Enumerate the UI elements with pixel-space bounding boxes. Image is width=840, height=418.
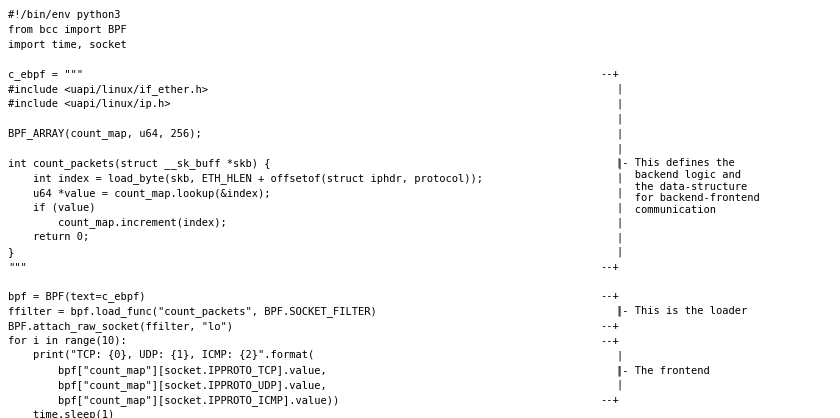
Text: if (value): if (value) (8, 202, 96, 212)
Text: from bcc import BPF: from bcc import BPF (8, 25, 127, 35)
Text: |: | (616, 128, 622, 139)
Text: BPF_ARRAY(count_map, u64, 256);: BPF_ARRAY(count_map, u64, 256); (8, 128, 202, 139)
Text: |: | (616, 306, 622, 316)
Text: |: | (616, 247, 622, 257)
Text: |: | (616, 365, 622, 376)
Text: #include <uapi/linux/if_ether.h>: #include <uapi/linux/if_ether.h> (8, 84, 208, 95)
Text: bpf["count_map"][socket.IPPROTO_UDP].value,: bpf["count_map"][socket.IPPROTO_UDP].val… (8, 380, 327, 391)
Text: for i in range(10):: for i in range(10): (8, 336, 127, 346)
Text: ffilter = bpf.load_func("count_packets", BPF.SOCKET_FILTER): ffilter = bpf.load_func("count_packets",… (8, 306, 377, 317)
Text: c_ebpf = """: c_ebpf = """ (8, 69, 83, 80)
Text: u64 *value = count_map.lookup(&index);: u64 *value = count_map.lookup(&index); (8, 188, 270, 199)
Text: |: | (616, 143, 622, 154)
Text: --+: --+ (600, 395, 619, 405)
Text: bpf["count_map"][socket.IPPROTO_TCP].value,: bpf["count_map"][socket.IPPROTO_TCP].val… (8, 365, 327, 376)
Text: |: | (616, 217, 622, 228)
Text: |: | (616, 350, 622, 361)
Text: import time, socket: import time, socket (8, 40, 127, 50)
Text: --+: --+ (600, 262, 619, 272)
Text: #!/bin/env python3: #!/bin/env python3 (8, 10, 120, 20)
Text: int count_packets(struct __sk_buff *skb) {: int count_packets(struct __sk_buff *skb)… (8, 158, 270, 169)
Text: bpf["count_map"][socket.IPPROTO_ICMP].value)): bpf["count_map"][socket.IPPROTO_ICMP].va… (8, 395, 339, 406)
Text: time.sleep(1): time.sleep(1) (8, 410, 114, 418)
Text: int index = load_byte(skb, ETH_HLEN + offsetof(struct iphdr, protocol));: int index = load_byte(skb, ETH_HLEN + of… (8, 173, 483, 184)
Text: |: | (616, 188, 622, 198)
Text: --+: --+ (600, 291, 619, 301)
Text: |: | (616, 232, 622, 242)
Text: count_map.increment(index);: count_map.increment(index); (8, 217, 227, 228)
Text: |: | (616, 202, 622, 213)
Text: --+: --+ (600, 69, 619, 79)
Text: }: } (8, 247, 14, 257)
Text: |: | (616, 380, 622, 390)
Text: #include <uapi/linux/ip.h>: #include <uapi/linux/ip.h> (8, 99, 171, 109)
Text: BPF.attach_raw_socket(ffilter, "lo"): BPF.attach_raw_socket(ffilter, "lo") (8, 321, 233, 332)
Text: --+: --+ (600, 336, 619, 346)
Text: print("TCP: {0}, UDP: {1}, ICMP: {2}".format(: print("TCP: {0}, UDP: {1}, ICMP: {2}".fo… (8, 350, 314, 360)
Text: bpf = BPF(text=c_ebpf): bpf = BPF(text=c_ebpf) (8, 291, 145, 302)
Text: |- This is the loader: |- This is the loader (616, 306, 748, 316)
Text: |: | (616, 99, 622, 109)
Text: |- The frontend: |- The frontend (616, 365, 710, 376)
Text: |- This defines the
   backend logic and
   the data-structure
   for backend-fr: |- This defines the backend logic and th… (616, 158, 759, 215)
Text: --+: --+ (600, 321, 619, 331)
Text: |: | (616, 158, 622, 168)
Text: |: | (616, 114, 622, 124)
Text: |: | (616, 84, 622, 94)
Text: """: """ (8, 262, 27, 272)
Text: return 0;: return 0; (8, 232, 89, 242)
Text: |: | (616, 173, 622, 184)
